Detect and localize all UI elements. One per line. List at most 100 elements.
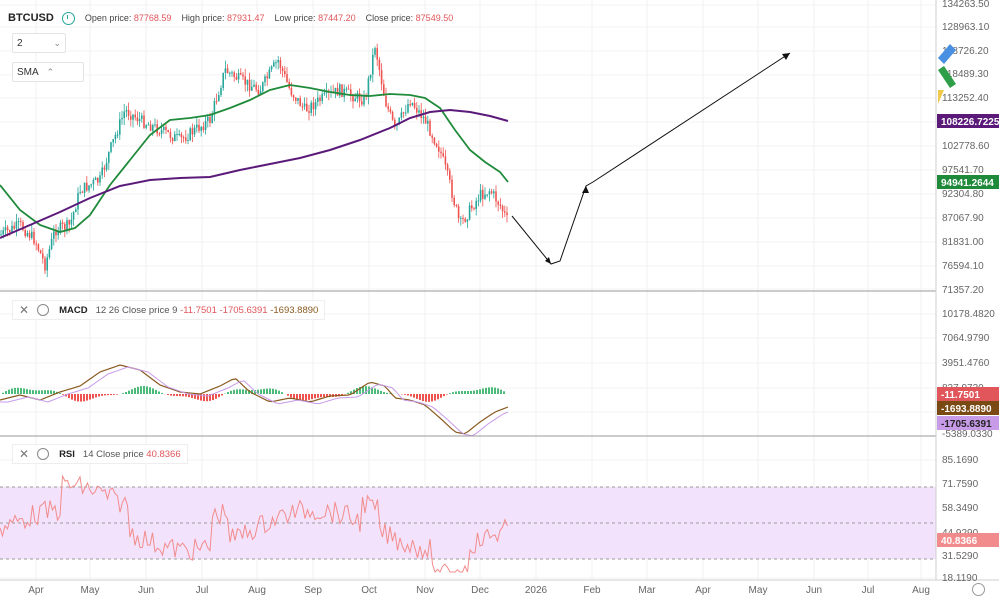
close-icon[interactable]: ✕ (19, 447, 30, 461)
candle-body (264, 76, 266, 83)
macd-bar (437, 394, 439, 400)
candle-body (405, 112, 407, 114)
candle-body (251, 86, 253, 91)
clock-icon[interactable] (61, 11, 75, 25)
chevron-up-icon: ⌃ (46, 66, 55, 77)
macd-signal-line (0, 366, 509, 437)
candle-body (182, 137, 185, 139)
drawing-tool-blue-icon[interactable] (938, 44, 956, 64)
macd-bar (446, 394, 448, 395)
rsi-tick-label: 71.7590 (942, 479, 979, 490)
time-tick-label: May (81, 585, 100, 596)
rsi-legend[interactable]: ✕ RSI 14 Close price 40.8366 (12, 444, 188, 464)
axis-badge (937, 533, 999, 547)
candle-body (277, 60, 279, 63)
candle-body (350, 89, 352, 97)
gear-icon[interactable] (37, 448, 50, 460)
macd-tick-label: -5389.0330 (942, 429, 993, 440)
drawing-toolbar[interactable] (938, 44, 956, 104)
candle-body (389, 109, 392, 112)
time-tick-label: Sep (304, 585, 322, 596)
candle-body (132, 114, 134, 120)
candle-body (301, 106, 304, 108)
macd-bar (182, 394, 184, 397)
price-pane[interactable] (0, 43, 791, 278)
candle-body (387, 106, 389, 110)
candle-body (123, 111, 125, 118)
price-axis[interactable]: 134263.50 128963.10 118726.20 118489.30 1132… (942, 0, 990, 296)
macd-bar (503, 391, 505, 394)
candle-body (94, 177, 97, 181)
macd-bar (155, 389, 157, 394)
macd-bar (26, 389, 28, 394)
macd-bar (62, 394, 64, 395)
indicator-select[interactable]: SMA ⌃ (12, 62, 84, 82)
macd-bar (23, 388, 25, 394)
candle-body (376, 48, 378, 60)
candle-body (174, 134, 176, 142)
candle-body (451, 179, 453, 198)
axis-badge-label: -11.7501 (941, 390, 980, 401)
candle-body (20, 221, 22, 223)
macd-bar (137, 386, 139, 394)
candle-body (101, 167, 103, 176)
macd-line (0, 364, 509, 435)
price-tick-label: 87067.90 (942, 213, 984, 224)
candle-body (75, 209, 77, 213)
chart-header: BTCUSD Open price: 87768.59 High price: … (8, 8, 463, 28)
candle-body (268, 69, 271, 79)
macd-bar (8, 389, 10, 394)
macd-bar (311, 394, 313, 400)
candle-body (367, 78, 370, 97)
rsi-line (0, 474, 508, 573)
high-label: High price: (181, 13, 225, 23)
candle-body (262, 82, 264, 92)
candle-body (37, 244, 40, 251)
candle-body (167, 130, 169, 133)
time-tick-label: Feb (583, 585, 601, 596)
price-tick-label: 97541.70 (942, 165, 984, 176)
settings-gear-icon[interactable] (972, 583, 985, 596)
rsi-pane[interactable] (0, 474, 936, 573)
open-value: 87768.59 (133, 13, 172, 23)
macd-bar (278, 390, 280, 394)
macd-bar (71, 394, 73, 400)
forecast-drawing[interactable] (511, 52, 791, 265)
close-icon[interactable]: ✕ (19, 303, 30, 317)
macd-legend[interactable]: ✕ MACD 12 26 Close price 9 -11.7501 -170… (12, 300, 326, 320)
symbol-name[interactable]: BTCUSD (8, 12, 54, 24)
candle-body (207, 116, 209, 121)
candle-body (290, 87, 293, 96)
candle-body (163, 126, 165, 130)
candle-body (413, 102, 416, 108)
candle-body (273, 62, 275, 67)
candle-body (466, 219, 469, 222)
macd-bar (191, 394, 193, 398)
drawing-tool-green-icon[interactable] (938, 66, 956, 88)
macd-bar (38, 390, 40, 394)
time-axis[interactable]: Apr May Jun Jul Aug Sep Oct Nov Dec 2026 Feb Mar Apr… (28, 585, 930, 596)
macd-bar (197, 394, 199, 400)
candle-body (2, 230, 4, 235)
rsi-name: RSI (59, 448, 75, 460)
macd-bar (218, 394, 220, 398)
axis-badge-label: -1693.8890 (941, 404, 992, 415)
period-select[interactable]: 2 ⌄ (12, 33, 66, 53)
forecast-arrow-head-3 (782, 53, 790, 60)
macd-bar (125, 391, 127, 394)
candle-body (171, 138, 174, 142)
candle-body (46, 257, 48, 271)
candle-body (286, 74, 288, 83)
drawing-tool-yellow-icon[interactable] (938, 90, 944, 104)
gear-icon[interactable] (37, 304, 50, 316)
macd-bar (140, 386, 142, 394)
macd-bar (374, 388, 376, 394)
candle-body (281, 68, 284, 72)
candle-body (266, 76, 268, 79)
candle-body (165, 126, 167, 131)
macd-pane[interactable] (0, 364, 509, 437)
candle-body (0, 234, 2, 236)
rsi-axis[interactable]: 85.169071.759058.349044.929031.529018.11… (942, 455, 979, 584)
candle-body (409, 104, 411, 106)
